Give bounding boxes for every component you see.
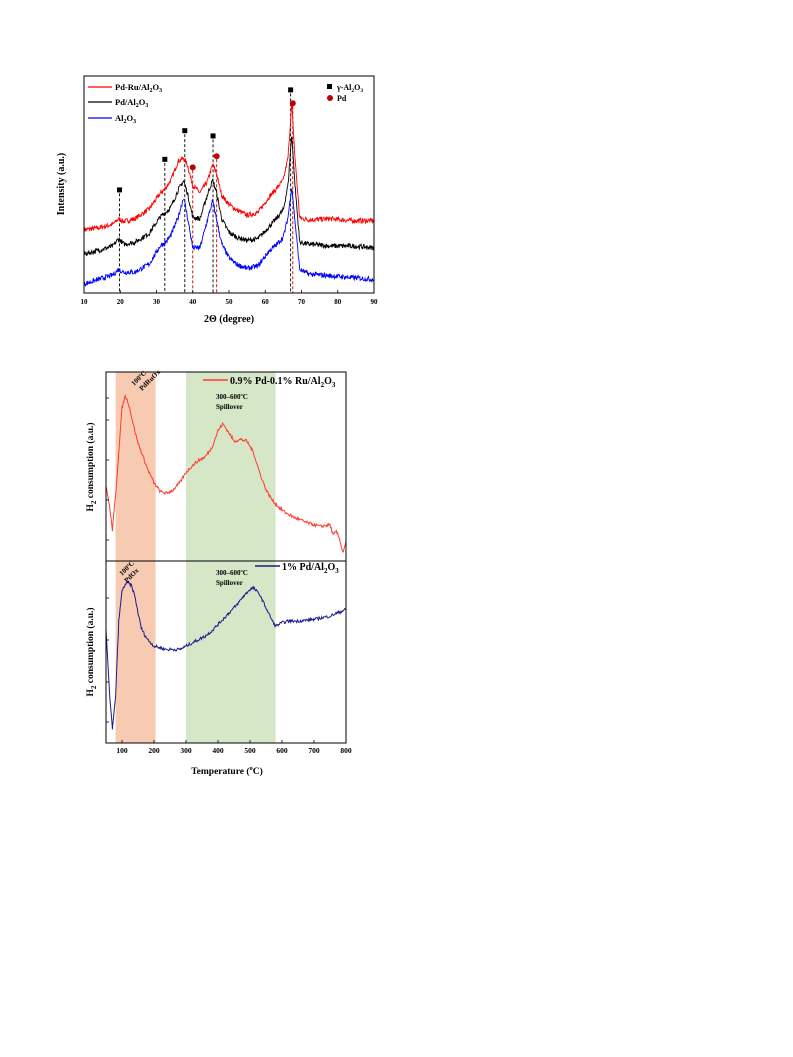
tpr-x-tick-label: 700 bbox=[308, 746, 320, 755]
tpr-x-tick-label: 100 bbox=[116, 746, 128, 755]
tpr-series-group bbox=[105, 393, 347, 730]
tpr-lower-frame bbox=[105, 560, 347, 744]
xrd-x-tick-label: 20 bbox=[117, 298, 125, 306]
gamma-al2o3-marker bbox=[182, 128, 188, 134]
legend-label-pd-tpr: 1% Pd/Al2O3 bbox=[282, 562, 339, 575]
tpr-legend-top: 0.9% Pd-0.1% Ru/Al2O3 bbox=[203, 376, 336, 389]
tpr-x-tick-label: 300 bbox=[180, 746, 192, 755]
tpr-x-axis-label: Temperature (oC) bbox=[191, 765, 263, 777]
xrd-y-axis-label: Intensity (a.u.) bbox=[56, 153, 67, 216]
xrd-series-line bbox=[83, 188, 374, 288]
pd-marker bbox=[289, 100, 296, 107]
xrd-chart: 10 20 30 40 50 60 70 80 90 2Θ (degree) Intensity… bbox=[56, 75, 379, 325]
legend-label-pdru-tpr: 0.9% Pd-0.1% Ru/Al2O3 bbox=[230, 376, 336, 389]
xrd-x-axis-label: 2Θ (degree) bbox=[204, 314, 254, 325]
xrd-x-tick-label: 30 bbox=[153, 298, 161, 306]
legend-square-icon bbox=[327, 84, 332, 89]
xrd-x-tick-label: 80 bbox=[334, 298, 342, 306]
tpr-x-tick-label: 200 bbox=[148, 746, 160, 755]
legend-label-gamma-al2o3: γ-Al2O3 bbox=[336, 83, 363, 94]
xrd-guide-lines bbox=[119, 93, 294, 293]
xrd-series-line bbox=[83, 104, 375, 233]
tpr-x-tick-label: 800 bbox=[340, 746, 352, 755]
xrd-x-tick-label: 10 bbox=[81, 298, 89, 306]
xrd-plot-frame bbox=[83, 75, 375, 294]
xrd-x-ticks: 10 20 30 40 50 60 70 80 90 bbox=[81, 290, 379, 306]
tpr-x-ticks: 100 200 300 400 500 600 700 800 bbox=[116, 740, 352, 755]
xrd-x-tick-label: 70 bbox=[298, 298, 306, 306]
gamma-al2o3-marker bbox=[210, 133, 216, 139]
tpr-series-line bbox=[105, 580, 347, 730]
xrd-x-tick-label: 90 bbox=[371, 298, 379, 306]
xrd-x-tick-label: 50 bbox=[226, 298, 234, 306]
legend-label-al2o3: Al2O3 bbox=[115, 113, 136, 125]
legend-circle-icon bbox=[327, 95, 333, 101]
xrd-series-group bbox=[83, 104, 375, 288]
xrd-legend: Pd-Ru/Al2O3 Pd/Al2O3 Al2O3 bbox=[88, 82, 162, 125]
xrd-x-tick-label: 60 bbox=[262, 298, 270, 306]
tpr-y-axis-label-bottom: H2 consumption (a.u.) bbox=[85, 607, 98, 696]
legend-label-pdru: Pd-Ru/Al2O3 bbox=[115, 82, 162, 94]
tpr-shaded-regions bbox=[115, 372, 276, 743]
tpr-x-tick-label: 500 bbox=[244, 746, 256, 755]
xrd-x-tick-label: 40 bbox=[189, 298, 197, 306]
region-label-spillover-range-top: 300–600ºC bbox=[216, 393, 248, 401]
xrd-peak-markers bbox=[117, 87, 296, 193]
gamma-al2o3-marker bbox=[117, 187, 123, 193]
tpr-x-tick-label: 600 bbox=[276, 746, 288, 755]
tpr-series-line bbox=[105, 393, 347, 554]
tpr-y-axis-label-top: H2 consumption (a.u.) bbox=[85, 422, 98, 511]
gamma-al2o3-marker bbox=[162, 156, 168, 162]
pd-marker bbox=[189, 164, 196, 171]
legend-label-pd-marker: Pd bbox=[337, 94, 347, 103]
shaded-region bbox=[115, 372, 156, 743]
tpr-x-tick-label: 400 bbox=[212, 746, 224, 755]
legend-label-pd: Pd/Al2O3 bbox=[115, 97, 148, 109]
shaded-region bbox=[186, 372, 276, 743]
gamma-al2o3-marker bbox=[288, 87, 294, 93]
pd-marker bbox=[213, 153, 220, 160]
region-label-spillover-bottom: Spillover bbox=[216, 579, 243, 587]
xrd-series-line bbox=[83, 136, 375, 257]
region-label-spillover-range-bottom: 300–600ºC bbox=[216, 569, 248, 577]
xrd-marker-legend: γ-Al2O3 Pd bbox=[327, 83, 363, 103]
tpr-y-ticks bbox=[106, 397, 109, 723]
tpr-chart: 100 200 300 400 500 600 700 800 100ºC PdRuOx 30… bbox=[85, 368, 352, 777]
region-label-spillover-top: Spillover bbox=[216, 403, 243, 411]
